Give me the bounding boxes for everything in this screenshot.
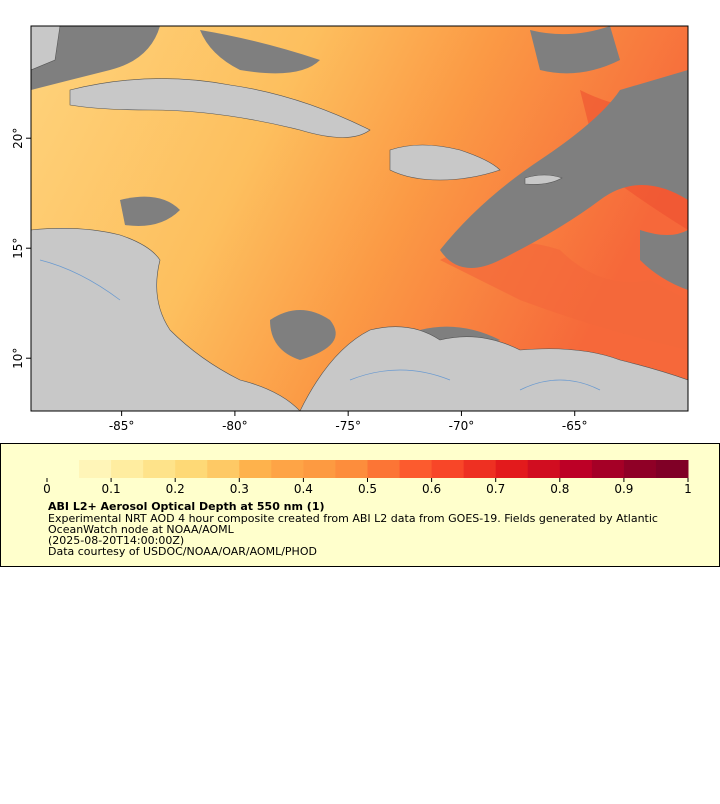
colorbar-tick-label: 0.3 [230,482,249,496]
colorbar-segment [431,460,465,478]
colorbar-segment [271,460,304,478]
map-raster [31,26,688,411]
colorbar-tick-label: 0.7 [486,482,505,496]
colorbar-segment [303,460,336,478]
colorbar-tick-label: 0.4 [294,482,313,496]
colorbar-segment [47,460,80,478]
x-tick-label: -65° [562,419,588,433]
aod-high [440,242,688,350]
colorbar-segment [591,460,625,478]
colorbar-segment [79,460,112,478]
y-tick-label: 10° [11,348,25,369]
colorbar-tick-label: 0.2 [166,482,185,496]
legend-credit: Data courtesy of USDOC/NOAA/OAR/AOML/PHO… [48,545,317,558]
x-tick-label: -85° [109,419,135,433]
map-frame [30,25,689,412]
colorbar-segment [175,460,208,478]
legend-description: OceanWatch node at NOAA/AOML [48,523,235,536]
x-tick-label: -75° [335,419,361,433]
colorbar-tick-label: 0.5 [358,482,377,496]
colorbar-segment [463,460,497,478]
colorbar-tick-label: 0.1 [102,482,121,496]
colorbar-segment [623,460,657,478]
colorbar-segment [207,460,240,478]
x-tick-label: -80° [222,419,248,433]
colorbar-tick-label: 1 [684,482,692,496]
colorbar-tick-label: 0 [43,482,51,496]
colorbar-tick-label: 0.9 [614,482,633,496]
colorbar-segment [495,460,529,478]
rivers [39,259,601,391]
colorbar-segment [335,460,368,478]
legend-time: (2025-08-20T14:00:00Z) [48,534,184,547]
colorbar-segment [367,460,401,478]
colorbar-segment [239,460,272,478]
x-tick-label: -70° [449,419,475,433]
colorbar-tick-label: 0.6 [422,482,441,496]
colorbar-segment [527,460,561,478]
colorbar-segment [111,460,144,478]
land [31,26,688,411]
legend-title: ABI L2+ Aerosol Optical Depth at 550 nm … [48,500,325,513]
colorbar-segment [559,460,593,478]
legend-description: Experimental NRT AOD 4 hour composite cr… [48,512,658,525]
colorbar-tick-label: 0.8 [550,482,569,496]
colorbar-segment [655,460,689,478]
y-tick-label: 15° [11,238,25,259]
y-tick-label: 20° [11,128,25,149]
colorbar-segment [143,460,176,478]
colorbar-segment [399,460,433,478]
